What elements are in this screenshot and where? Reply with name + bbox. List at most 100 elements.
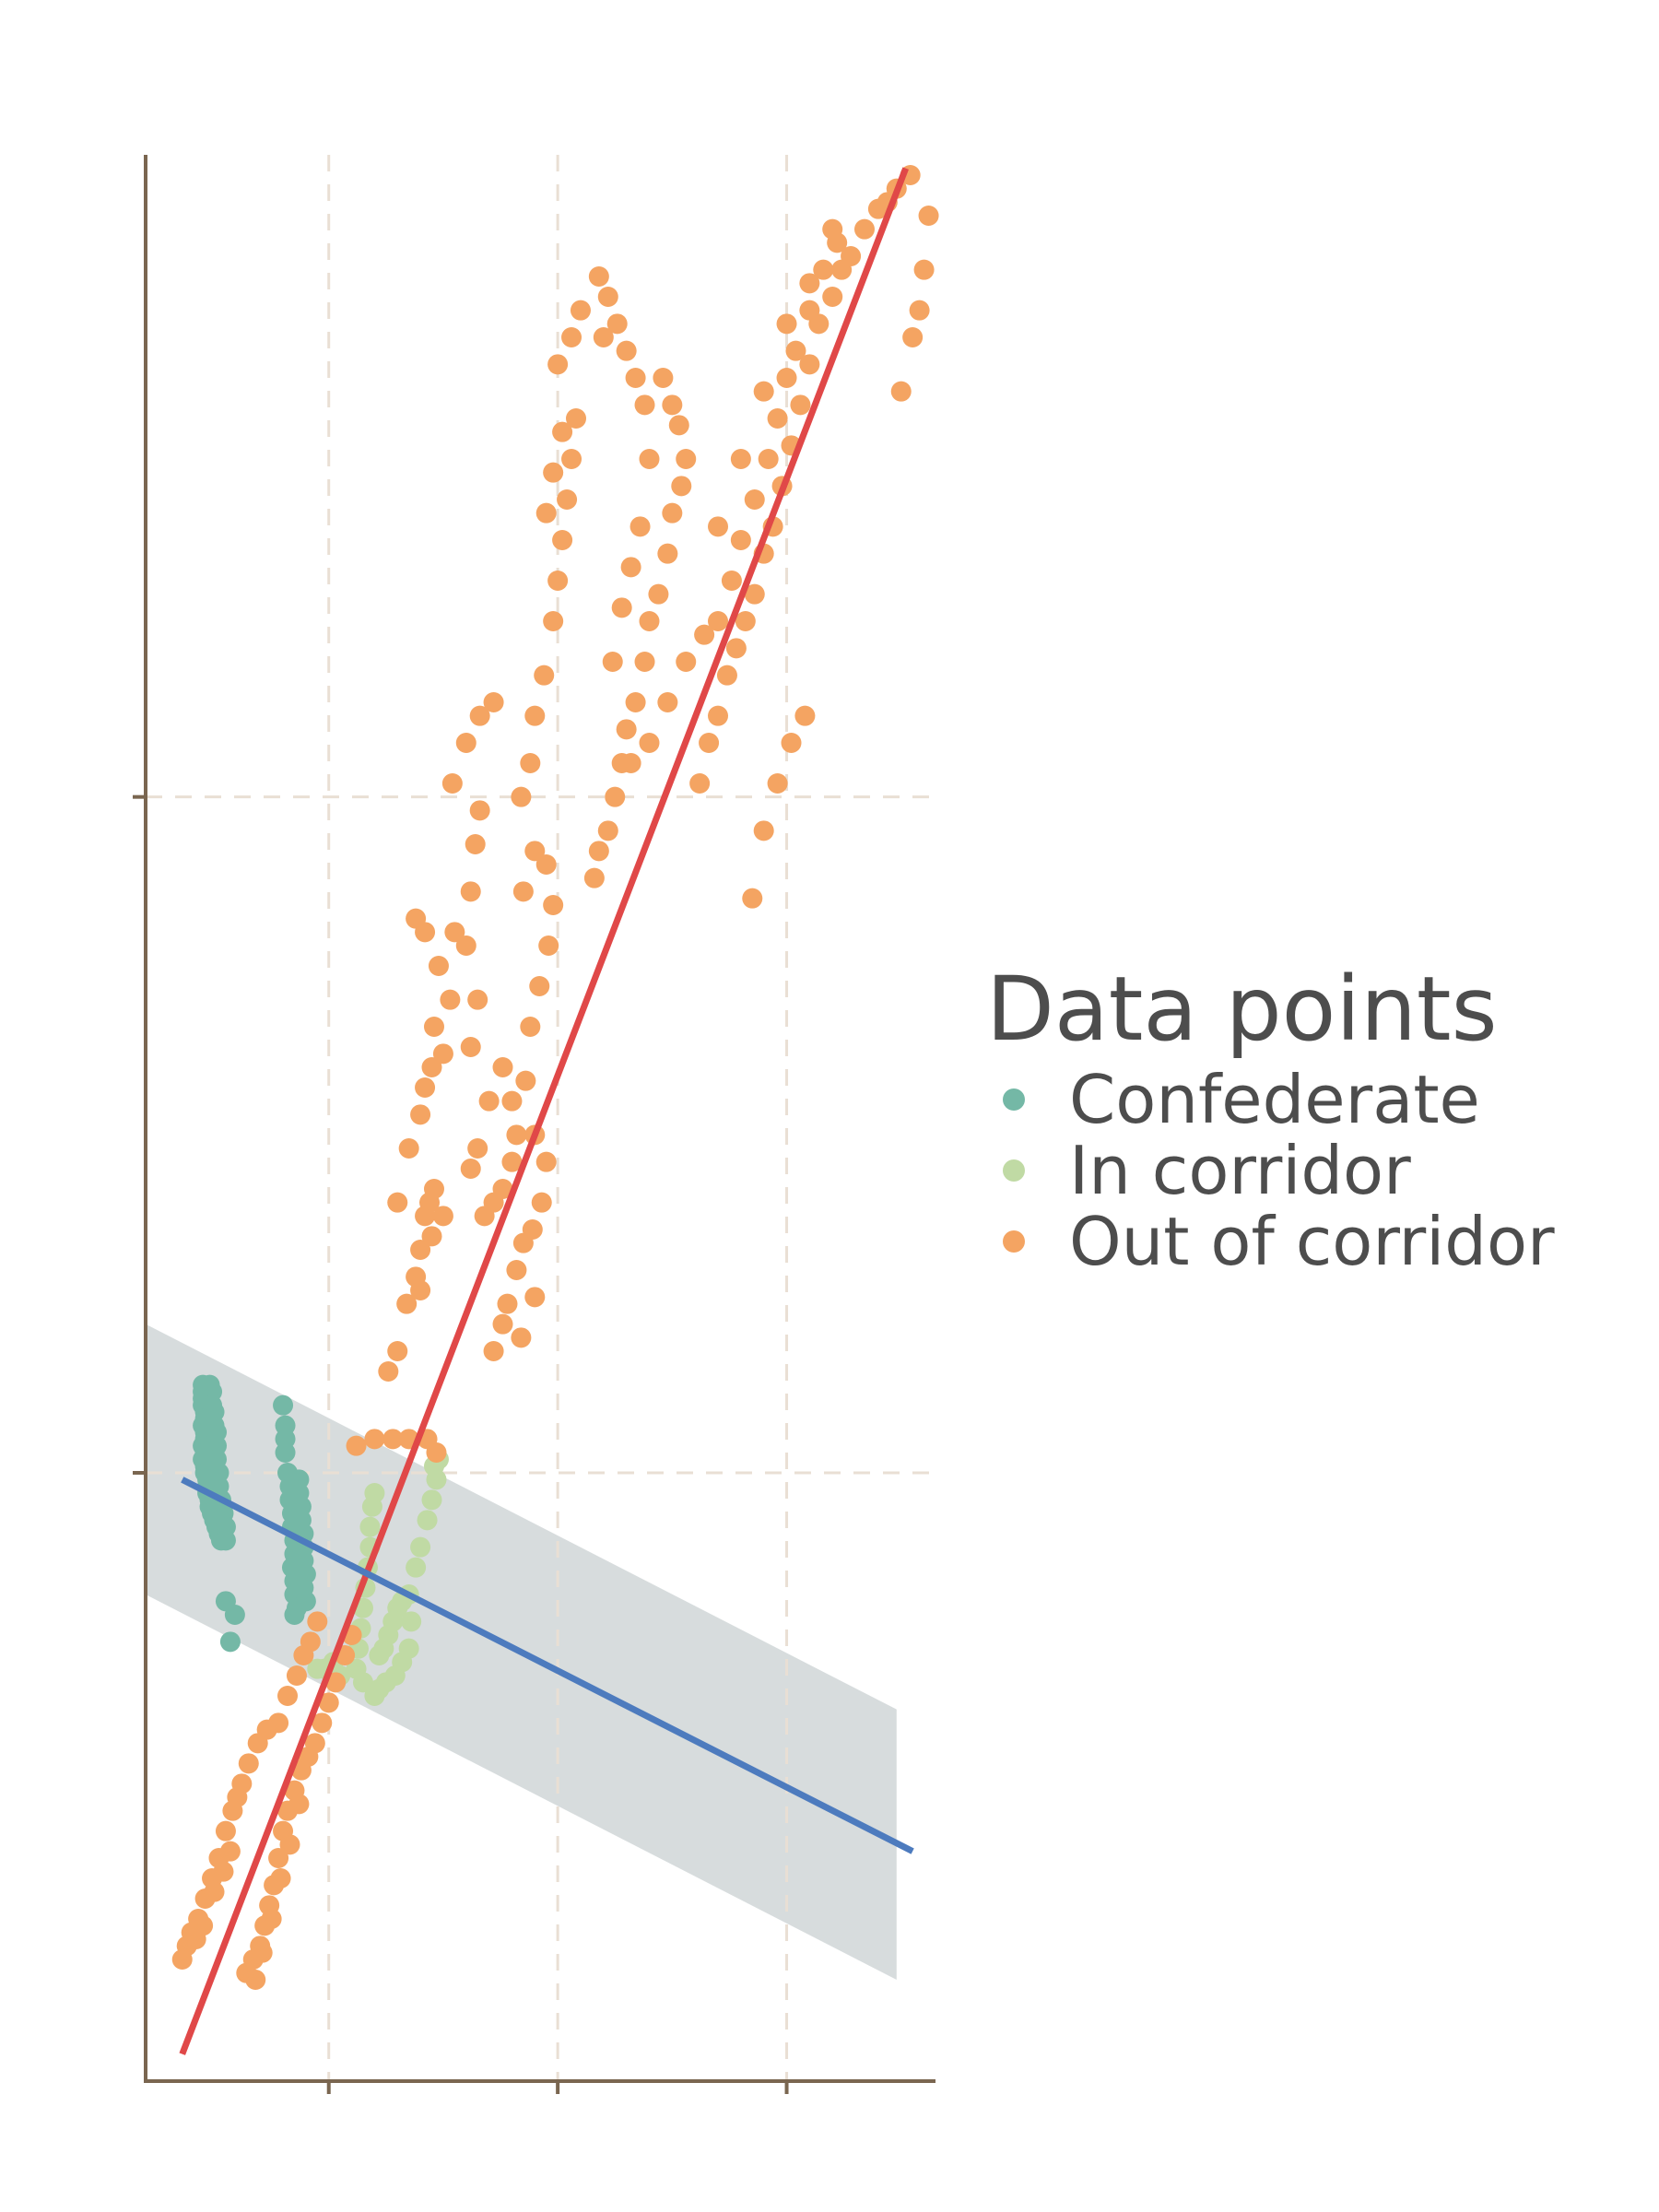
point-out-of-corridor-63 xyxy=(432,1206,453,1227)
point-out-of-corridor-169 xyxy=(790,394,811,416)
point-out-of-corridor-55 xyxy=(378,1361,399,1382)
point-out-of-corridor-17 xyxy=(300,1631,321,1653)
point-in-corridor-26 xyxy=(352,1672,373,1693)
point-out-of-corridor-174 xyxy=(841,246,862,266)
point-out-of-corridor-21 xyxy=(204,1881,225,1902)
point-out-of-corridor-213 xyxy=(913,259,935,280)
point-in-corridor-2 xyxy=(359,1516,381,1537)
point-out-of-corridor-128 xyxy=(570,300,591,321)
point-out-of-corridor-214 xyxy=(918,206,939,226)
point-out-of-corridor-212 xyxy=(902,327,924,347)
point-out-of-corridor-156 xyxy=(588,266,609,287)
point-out-of-corridor-43 xyxy=(245,1970,266,1990)
point-out-of-corridor-150 xyxy=(639,449,660,469)
point-out-of-corridor-14 xyxy=(277,1686,299,1706)
point-confederate-54 xyxy=(284,1605,305,1625)
point-confederate-38 xyxy=(215,1530,236,1551)
point-out-of-corridor-111 xyxy=(511,1327,532,1348)
point-out-of-corridor-204 xyxy=(794,705,816,726)
axes xyxy=(133,155,935,2094)
point-out-of-corridor-13 xyxy=(268,1712,289,1734)
point-out-of-corridor-198 xyxy=(469,705,490,726)
point-out-of-corridor-56 xyxy=(387,1341,408,1361)
point-out-of-corridor-185 xyxy=(767,408,788,429)
point-out-of-corridor-113 xyxy=(511,786,532,807)
point-in-corridor-25 xyxy=(364,1686,385,1706)
point-out-of-corridor-153 xyxy=(616,340,637,361)
point-out-of-corridor-202 xyxy=(767,773,788,794)
point-out-of-corridor-24 xyxy=(227,1787,248,1807)
point-in-corridor-27 xyxy=(417,1510,438,1531)
point-out-of-corridor-200 xyxy=(742,888,763,909)
point-out-of-corridor-205 xyxy=(708,516,729,537)
point-out-of-corridor-110 xyxy=(492,1313,513,1335)
point-out-of-corridor-134 xyxy=(616,719,637,740)
legend-entry-in-corridor: In corridor xyxy=(1003,1132,1411,1209)
point-in-corridor-28 xyxy=(421,1489,442,1511)
point-out-of-corridor-208 xyxy=(776,313,797,335)
point-out-of-corridor-172 xyxy=(822,287,843,307)
point-out-of-corridor-126 xyxy=(547,354,569,375)
legend: Data points Confederate In corridor Out … xyxy=(986,958,1555,1280)
gridlines xyxy=(146,155,935,2081)
point-out-of-corridor-95 xyxy=(506,1260,527,1280)
point-out-of-corridor-180 xyxy=(708,611,729,631)
point-out-of-corridor-186 xyxy=(776,368,797,388)
point-out-of-corridor-136 xyxy=(634,652,655,672)
point-in-corridor-18 xyxy=(410,1536,431,1558)
point-out-of-corridor-183 xyxy=(744,489,765,510)
point-out-of-corridor-46 xyxy=(270,1868,291,1888)
point-out-of-corridor-54 xyxy=(426,1442,447,1463)
point-out-of-corridor-101 xyxy=(515,1070,536,1091)
point-out-of-corridor-45 xyxy=(261,1909,282,1929)
point-out-of-corridor-139 xyxy=(657,543,678,564)
point-out-of-corridor-18 xyxy=(307,1611,328,1632)
point-out-of-corridor-192 xyxy=(639,733,660,753)
legend-label-confederate: Confederate xyxy=(1069,1061,1480,1138)
fit-line-0 xyxy=(179,167,909,2055)
point-out-of-corridor-62 xyxy=(423,1179,444,1199)
point-out-of-corridor-15 xyxy=(286,1665,307,1686)
point-out-of-corridor-123 xyxy=(552,421,573,442)
point-out-of-corridor-97 xyxy=(522,1219,543,1240)
legend-marker-confederate xyxy=(1003,1088,1025,1111)
point-out-of-corridor-209 xyxy=(799,273,820,294)
point-out-of-corridor-135 xyxy=(625,692,646,712)
point-out-of-corridor-121 xyxy=(561,449,582,469)
point-out-of-corridor-76 xyxy=(423,1017,444,1037)
point-out-of-corridor-39 xyxy=(318,1692,339,1713)
point-out-of-corridor-115 xyxy=(524,705,546,726)
point-out-of-corridor-99 xyxy=(535,1151,557,1172)
point-out-of-corridor-83 xyxy=(444,922,465,943)
point-out-of-corridor-157 xyxy=(593,327,614,347)
point-out-of-corridor-187 xyxy=(785,340,806,361)
point-out-of-corridor-114 xyxy=(520,753,541,773)
point-out-of-corridor-160 xyxy=(708,705,729,726)
point-out-of-corridor-144 xyxy=(662,394,683,416)
point-in-corridor-1 xyxy=(361,1496,382,1517)
point-out-of-corridor-146 xyxy=(602,652,623,672)
point-out-of-corridor-211 xyxy=(890,381,912,402)
point-out-of-corridor-116 xyxy=(534,665,555,686)
point-out-of-corridor-67 xyxy=(398,1138,419,1159)
point-out-of-corridor-94 xyxy=(497,1293,518,1314)
point-out-of-corridor-201 xyxy=(753,820,774,841)
point-out-of-corridor-175 xyxy=(853,218,875,240)
point-out-of-corridor-91 xyxy=(478,1090,500,1112)
point-out-of-corridor-143 xyxy=(668,415,689,436)
point-out-of-corridor-93 xyxy=(460,1159,481,1179)
point-out-of-corridor-140 xyxy=(662,502,683,524)
point-out-of-corridor-158 xyxy=(689,773,711,794)
point-out-of-corridor-82 xyxy=(460,1037,481,1057)
point-out-of-corridor-182 xyxy=(730,530,751,550)
point-confederate-39 xyxy=(273,1394,294,1416)
point-out-of-corridor-50 xyxy=(364,1429,385,1450)
point-out-of-corridor-137 xyxy=(639,611,660,631)
point-out-of-corridor-131 xyxy=(597,820,618,841)
point-out-of-corridor-130 xyxy=(588,841,609,862)
point-out-of-corridor-38 xyxy=(312,1712,333,1734)
point-out-of-corridor-80 xyxy=(469,800,490,821)
point-out-of-corridor-75 xyxy=(415,1077,436,1098)
point-out-of-corridor-87 xyxy=(501,1151,523,1172)
